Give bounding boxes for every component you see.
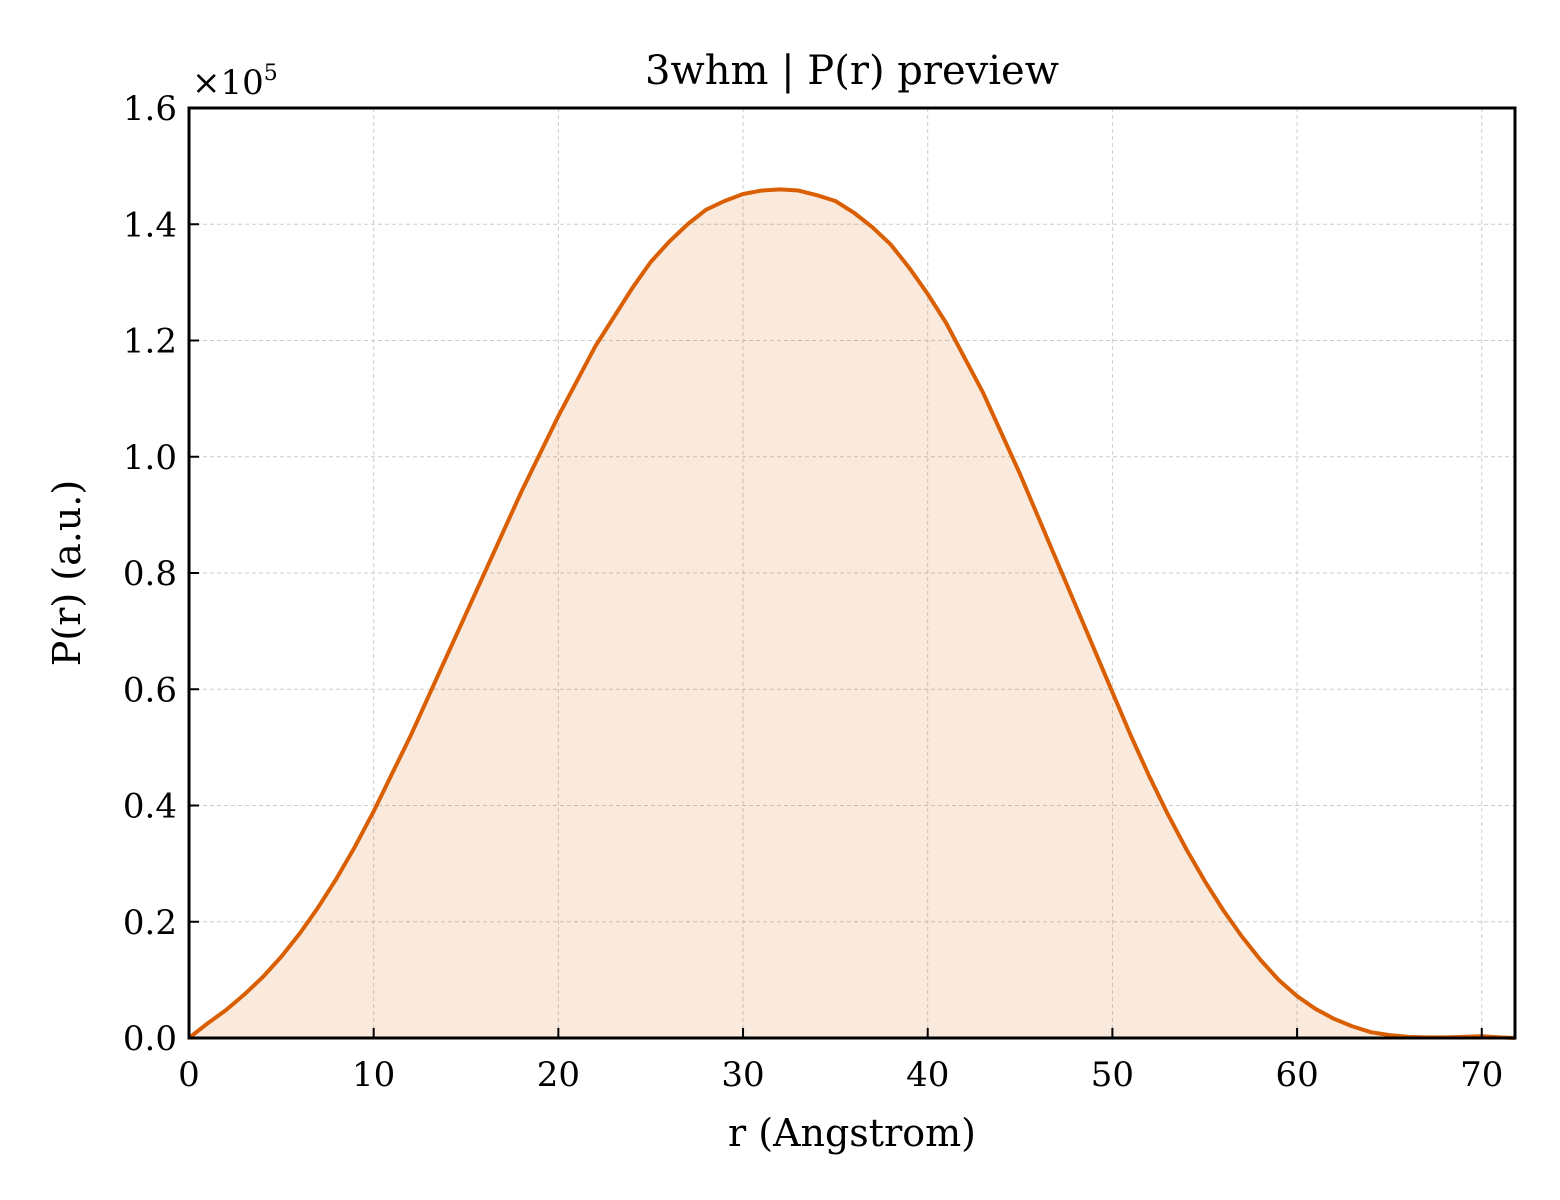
axis-ticks: 0 10 20 30 40 50 60 70 0.0 0.2 0.4 0.6 0.8 1.0 1.2 1.4 1…	[123, 89, 1503, 1095]
grid-lines	[189, 107, 1515, 1038]
x-tick-label: 20	[537, 1055, 580, 1095]
x-tick-label: 10	[352, 1055, 395, 1095]
y-tick-label: 0.6	[123, 670, 177, 710]
y-tick-label: 1.2	[123, 322, 177, 362]
y-tick-label: 0.2	[123, 903, 177, 943]
x-tick-label: 50	[1091, 1055, 1134, 1095]
x-tick-label: 70	[1460, 1055, 1503, 1095]
chart-title: 3whm | P(r) preview	[645, 48, 1059, 94]
y-axis-label: P(r) (a.u.)	[45, 480, 89, 666]
y-scale-multiplier: ×105	[192, 61, 278, 103]
y-tick-label: 1.0	[123, 438, 177, 478]
x-tick-label: 30	[721, 1055, 764, 1095]
x-axis-label: r (Angstrom)	[728, 1111, 976, 1155]
x-tick-label: 40	[906, 1055, 949, 1095]
y-scale-multiplier-base: ×10	[192, 63, 264, 103]
pr-series-line	[187, 187, 1516, 1040]
y-tick-label: 0.4	[123, 787, 177, 827]
y-tick-label: 0.8	[123, 554, 177, 594]
x-tick-label: 0	[178, 1055, 200, 1095]
y-tick-label: 1.6	[123, 89, 177, 129]
y-scale-multiplier-exponent: 5	[264, 61, 278, 86]
y-tick-label: 1.4	[123, 205, 177, 245]
pr-area-fill	[189, 189, 1515, 1038]
x-tick-label: 60	[1275, 1055, 1318, 1095]
y-tick-label: 0.0	[123, 1019, 177, 1059]
